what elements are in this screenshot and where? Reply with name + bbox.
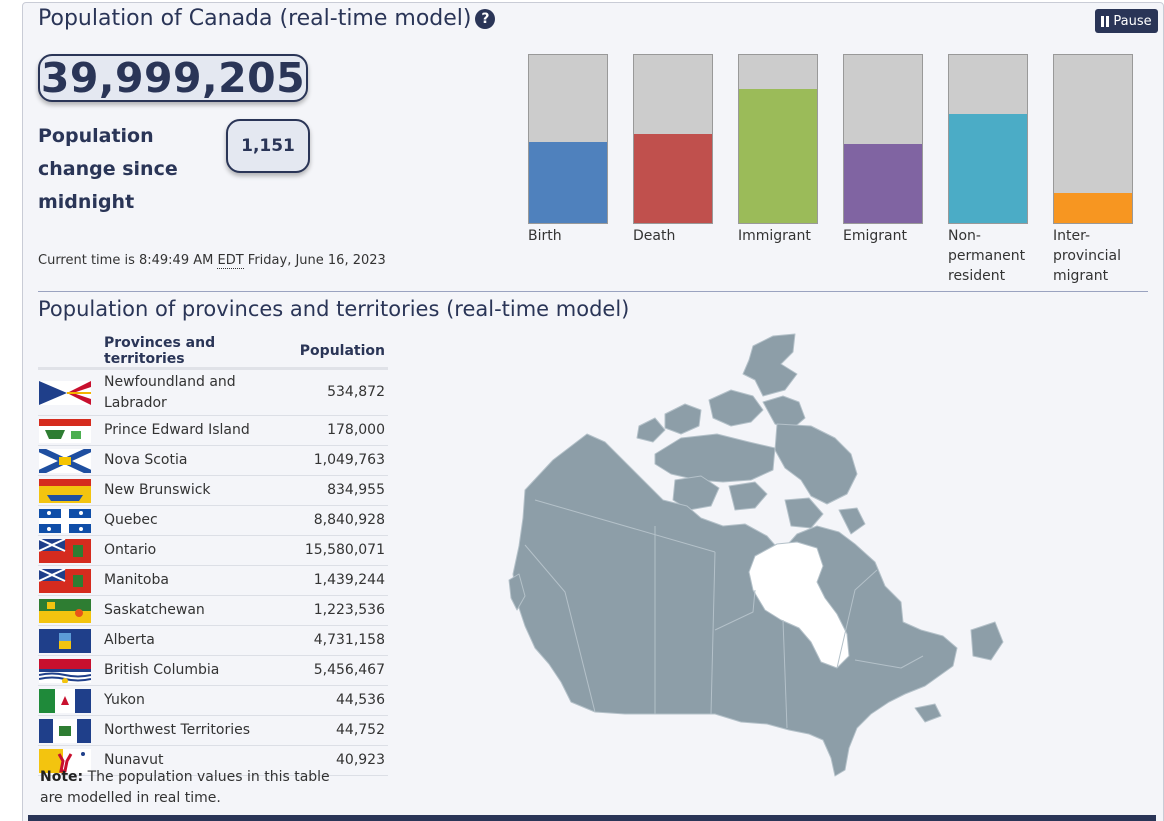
province-name: Quebec [100,505,296,536]
province-name: Prince Edward Island [100,415,296,446]
page-title: Population of Canada (real-time model)? [38,6,496,31]
table-row: Newfoundland and Labrador 534,872 [38,368,388,416]
province-name: Newfoundland and Labrador [100,368,296,416]
timezone-abbr: EDT [217,253,244,269]
pause-icon [1101,15,1110,27]
component-bar-label: Immigrant [738,228,811,244]
province-population: 534,872 [295,368,388,416]
pei-flag-icon [38,415,100,446]
table-note: Note: The population values in this tabl… [40,769,330,806]
pause-button[interactable]: Pause [1095,9,1158,33]
province-population: 44,536 [295,685,388,716]
population-change-label: Population change since midnight [38,125,178,213]
component-bar-fill [529,142,607,223]
province-name: British Columbia [100,655,296,686]
help-icon[interactable]: ? [475,9,496,29]
table-row: New Brunswick 834,955 [38,475,388,506]
component-bar-label: Birth [528,228,562,244]
component-bar-5 [1053,54,1133,224]
table-row: Quebec 8,840,928 [38,505,388,536]
section-divider [38,291,1148,292]
province-name: Alberta [100,625,296,656]
flag-header [38,335,100,370]
table-row: Yukon 44,536 [38,685,388,716]
pause-label: Pause [1113,13,1152,29]
component-bar-3 [843,54,923,224]
table-row: Saskatchewan 1,223,536 [38,595,388,626]
province-population: 4,731,158 [295,625,388,656]
nunavut-flag-icon [38,745,100,776]
province-name: Yukon [100,685,296,716]
province-population: 1,439,244 [295,565,388,596]
table-row: Nova Scotia 1,049,763 [38,445,388,476]
current-time: Current time is 8:49:49 AM EDT Friday, J… [38,253,386,269]
province-name: Nunavut [100,745,296,776]
component-bar-label: Emigrant [843,228,907,244]
table-row: Ontario 15,580,071 [38,535,388,566]
component-bar-fill [634,133,712,223]
provinces-table: Provinces and territories Population New… [38,335,388,776]
population-change-counter: 1,151 [226,119,310,173]
province-population: 15,580,071 [295,535,388,566]
new-brunswick-flag-icon [38,475,100,506]
province-population: 178,000 [295,415,388,446]
table-row: Alberta 4,731,158 [38,625,388,656]
component-bar-label: Death [633,228,676,244]
canada-map [508,333,1004,777]
province-name: Manitoba [100,565,296,596]
province-population: 8,840,928 [295,505,388,536]
province-name: Ontario [100,535,296,566]
nwt-flag-icon [38,715,100,746]
province-name: Northwest Territories [100,715,296,746]
province-population: 1,223,536 [295,595,388,626]
component-bar-fill [1054,192,1132,223]
component-bar-fill [739,88,817,223]
province-population: 834,955 [295,475,388,506]
component-bar-1 [633,54,713,224]
saskatchewan-flag-icon [38,595,100,626]
component-bar-2 [738,54,818,224]
yukon-flag-icon [38,685,100,716]
manitoba-flag-icon [38,565,100,596]
table-row: British Columbia 5,456,467 [38,655,388,686]
table-row: Prince Edward Island 178,000 [38,415,388,446]
british-columbia-flag-icon [38,655,100,686]
quebec-flag-icon [38,505,100,536]
province-name: New Brunswick [100,475,296,506]
provinces-title: Population of provinces and territories … [38,297,630,321]
alberta-flag-icon [38,625,100,656]
bottom-bar [28,815,1156,821]
component-bar-fill [844,144,922,223]
component-bar-label: Non-permanent resident [948,228,1026,284]
nova-scotia-flag-icon [38,445,100,476]
component-bar-0 [528,54,608,224]
province-population: 40,923 [295,745,388,776]
province-column-header: Provinces and territories [100,335,296,370]
province-population: 44,752 [295,715,388,746]
newfoundland-flag-icon [38,368,100,416]
province-population: 1,049,763 [295,445,388,476]
component-bar-fill [949,113,1027,223]
table-row: Nunavut 40,923 [38,745,388,776]
ontario-flag-icon [38,535,100,566]
population-counter: 39,999,205 [38,54,308,102]
table-row: Manitoba 1,439,244 [38,565,388,596]
table-row: Northwest Territories 44,752 [38,715,388,746]
population-column-header: Population [295,335,388,370]
component-bar-label: Inter-provincial migrant [1053,228,1122,284]
province-name: Saskatchewan [100,595,296,626]
component-bar-4 [948,54,1028,224]
province-name: Nova Scotia [100,445,296,476]
province-population: 5,456,467 [295,655,388,686]
